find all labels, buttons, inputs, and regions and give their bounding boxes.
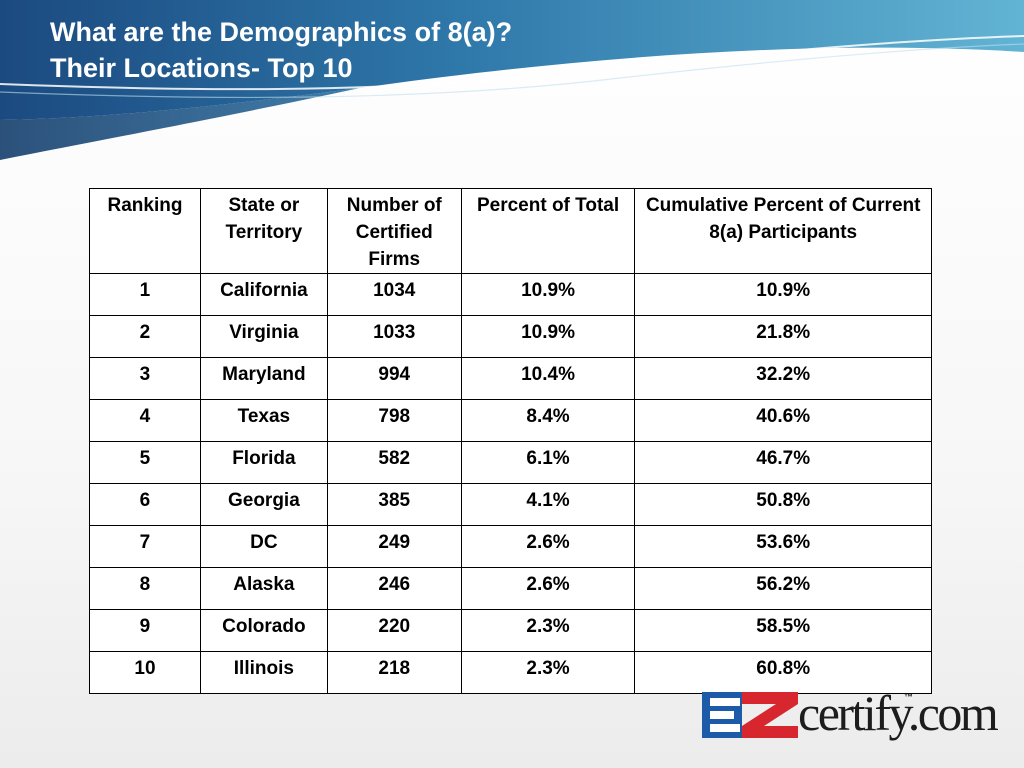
cell-cumulative: 40.6%: [634, 399, 932, 442]
table-row: 6 Georgia 385 4.1% 50.8%: [89, 483, 932, 526]
top-10-locations-table: Ranking State or Territory Number of Cer…: [89, 188, 932, 694]
cell-cumulative: 58.5%: [634, 609, 932, 652]
table-row: 4 Texas 798 8.4% 40.6%: [89, 399, 932, 442]
cell-percent: 2.3%: [460, 609, 636, 652]
cell-percent: 2.3%: [460, 651, 636, 694]
cell-state: Maryland: [199, 357, 328, 400]
cell-ranking: 5: [89, 441, 201, 484]
cell-ranking: 6: [89, 483, 201, 526]
cell-percent: 6.1%: [460, 441, 636, 484]
cell-state: Colorado: [199, 609, 328, 652]
cell-ranking: 1: [89, 273, 201, 316]
cell-state: Virginia: [199, 315, 328, 358]
trademark-symbol: ™: [904, 692, 913, 702]
cell-cumulative: 46.7%: [634, 441, 932, 484]
cell-firms: 1034: [326, 273, 462, 316]
cell-firms: 385: [326, 483, 462, 526]
cell-firms: 798: [326, 399, 462, 442]
cell-ranking: 4: [89, 399, 201, 442]
ez-logo-mark: [702, 692, 798, 738]
table-row: 3 Maryland 994 10.4% 32.2%: [89, 357, 932, 400]
cell-cumulative: 32.2%: [634, 357, 932, 400]
cell-cumulative: 53.6%: [634, 525, 932, 568]
cell-firms: 582: [326, 441, 462, 484]
header-cumulative-percent: Cumulative Percent of Current 8(a) Parti…: [634, 188, 932, 274]
header-percent-of-total: Percent of Total: [460, 188, 636, 274]
cell-percent: 10.4%: [460, 357, 636, 400]
cell-ranking: 7: [89, 525, 201, 568]
cell-cumulative: 60.8%: [634, 651, 932, 694]
cell-percent: 8.4%: [460, 399, 636, 442]
cell-cumulative: 50.8%: [634, 483, 932, 526]
cell-state: Texas: [199, 399, 328, 442]
cell-ranking: 8: [89, 567, 201, 610]
slide-title: What are the Demographics of 8(a)? Their…: [50, 14, 512, 86]
slide-title-line-1: What are the Demographics of 8(a)?: [50, 17, 513, 47]
header-wave-band: [0, 0, 1024, 160]
ezcertify-logo: certify.com ™: [702, 685, 1002, 750]
cell-ranking: 2: [89, 315, 201, 358]
cell-state: Florida: [199, 441, 328, 484]
cell-firms: 249: [326, 525, 462, 568]
cell-state: Illinois: [199, 651, 328, 694]
cell-percent: 4.1%: [460, 483, 636, 526]
cell-firms: 220: [326, 609, 462, 652]
table-row: 5 Florida 582 6.1% 46.7%: [89, 441, 932, 484]
cell-ranking: 9: [89, 609, 201, 652]
cell-ranking: 10: [89, 651, 201, 694]
cell-firms: 1033: [326, 315, 462, 358]
logo-wordmark: certify.com: [798, 685, 999, 741]
cell-state: Alaska: [199, 567, 328, 610]
table-row: 9 Colorado 220 2.3% 58.5%: [89, 609, 932, 652]
table-row: 8 Alaska 246 2.6% 56.2%: [89, 567, 932, 610]
header-number-of-certified-firms: Number of Certified Firms: [326, 188, 462, 274]
cell-ranking: 3: [89, 357, 201, 400]
header-ranking: Ranking: [89, 188, 201, 274]
table-row: 1 California 1034 10.9% 10.9%: [89, 273, 932, 316]
cell-firms: 246: [326, 567, 462, 610]
cell-cumulative: 21.8%: [634, 315, 932, 358]
cell-state: California: [199, 273, 328, 316]
cell-cumulative: 10.9%: [634, 273, 932, 316]
slide-title-line-2: Their Locations- Top 10: [50, 53, 353, 83]
table-row: 10 Illinois 218 2.3% 60.8%: [89, 651, 932, 694]
cell-state: DC: [199, 525, 328, 568]
cell-percent: 10.9%: [460, 273, 636, 316]
cell-state: Georgia: [199, 483, 328, 526]
table-row: 2 Virginia 1033 10.9% 21.8%: [89, 315, 932, 358]
cell-percent: 2.6%: [460, 525, 636, 568]
table-row: 7 DC 249 2.6% 53.6%: [89, 525, 932, 568]
cell-firms: 218: [326, 651, 462, 694]
cell-percent: 10.9%: [460, 315, 636, 358]
cell-firms: 994: [326, 357, 462, 400]
cell-percent: 2.6%: [460, 567, 636, 610]
cell-cumulative: 56.2%: [634, 567, 932, 610]
table-header-row: Ranking State or Territory Number of Cer…: [89, 188, 932, 274]
header-state-or-territory: State or Territory: [199, 188, 328, 274]
